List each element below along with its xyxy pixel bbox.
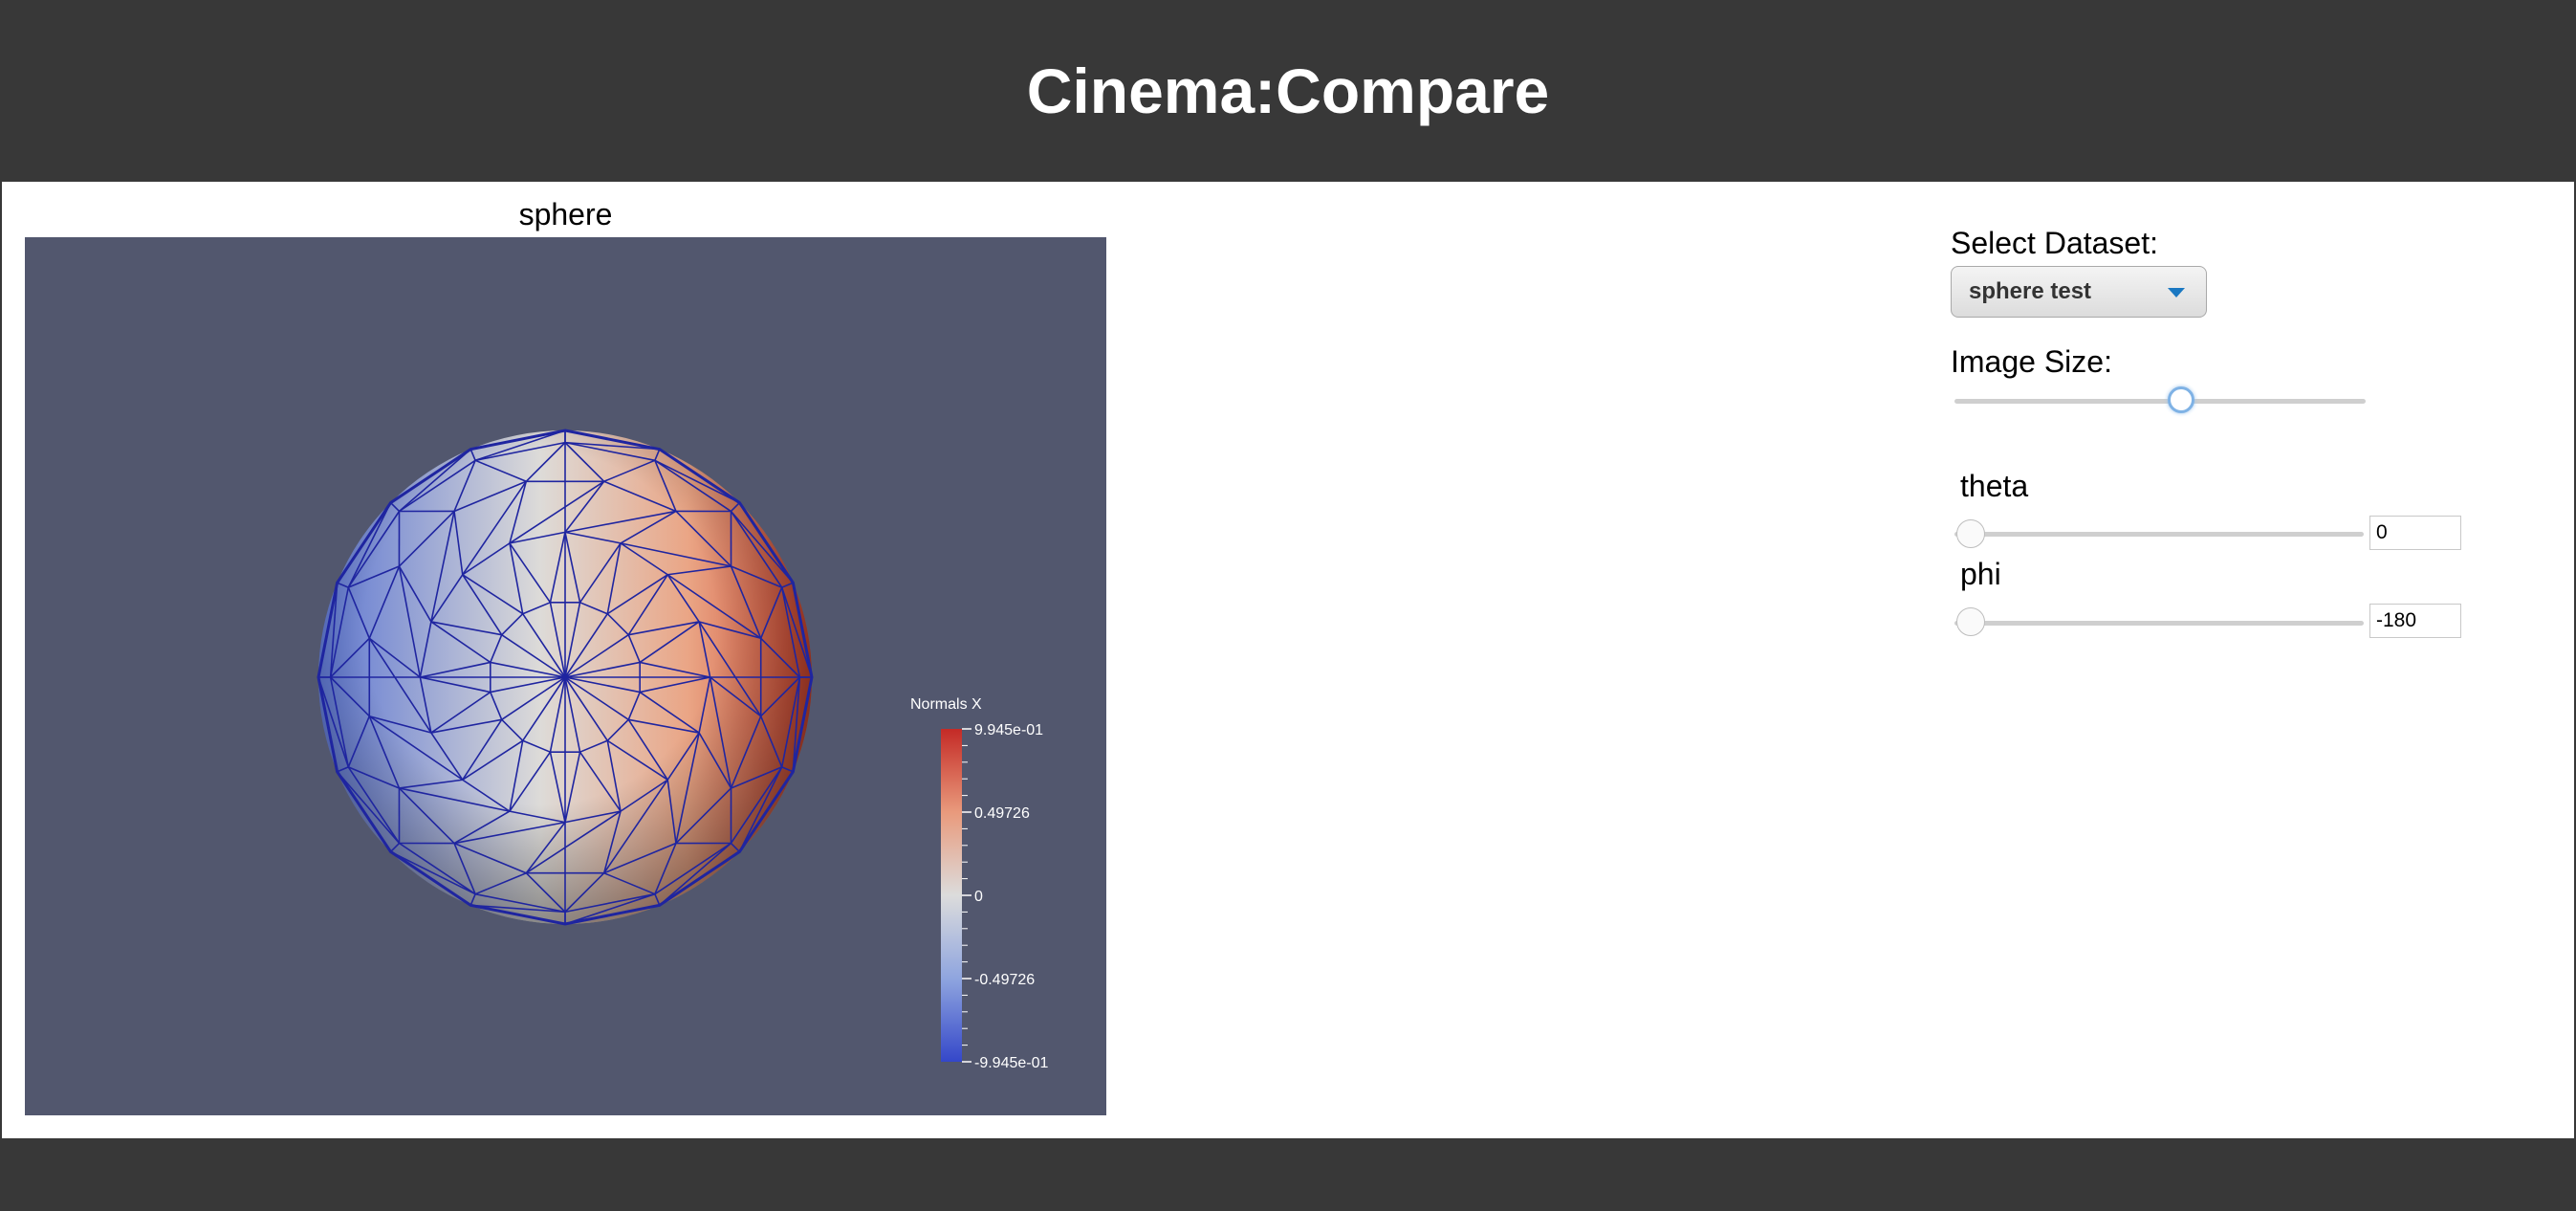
dataset-select-value: sphere test	[1969, 278, 2092, 304]
param-label-theta: theta	[1960, 469, 2029, 503]
controls-panel: Select Dataset: sphere test Image Size: …	[1951, 226, 2486, 638]
theta-slider-track[interactable]	[1954, 532, 2364, 537]
render-image: Normals X 9.945e-01 0.49726 0 -0.49726 -9.94…	[25, 237, 1106, 1115]
image-size-label: Image Size:	[1951, 344, 2112, 379]
legend-tick-label: 9.945e-01	[974, 722, 1043, 738]
phi-value-input[interactable]	[2369, 604, 2461, 638]
app-title: Cinema:Compare	[1026, 55, 1550, 126]
sphere-wireframe	[317, 429, 813, 925]
param-label-phi: phi	[1960, 557, 2001, 591]
theta-slider-thumb[interactable]	[1956, 519, 1985, 548]
sphere-render: Normals X 9.945e-01 0.49726 0 -0.49726 -9.94…	[317, 429, 1048, 1071]
color-legend: Normals X 9.945e-01 0.49726 0 -0.49726 -9.94…	[910, 696, 1048, 1071]
page-border-right	[2574, 182, 2576, 1138]
legend-tick-label: -0.49726	[974, 972, 1035, 988]
legend-title: Normals X	[910, 696, 982, 713]
phi-slider-thumb[interactable]	[1956, 607, 1985, 636]
phi-slider-track[interactable]	[1954, 621, 2364, 626]
image-size-slider-track[interactable]	[1954, 399, 2366, 404]
page-border-left	[0, 182, 2, 1138]
app-footer	[0, 1138, 2576, 1211]
legend-tick-label: 0.49726	[974, 805, 1030, 822]
legend-tick-label: 0	[974, 889, 983, 905]
dataset-select[interactable]: sphere test	[1951, 266, 2207, 318]
image-size-slider-thumb[interactable]	[2167, 386, 2194, 413]
theta-value-input[interactable]	[2369, 516, 2461, 550]
chevron-down-icon	[2168, 288, 2185, 297]
viewer-label: sphere	[518, 197, 613, 231]
legend-tick-label: -9.945e-01	[974, 1055, 1048, 1071]
sphere-mesh	[317, 429, 814, 926]
app-header: Cinema:Compare	[0, 0, 2576, 182]
image-viewer: sphere	[25, 191, 1106, 1115]
legend-colorbar	[941, 729, 962, 1062]
dataset-label: Select Dataset:	[1951, 226, 2158, 260]
